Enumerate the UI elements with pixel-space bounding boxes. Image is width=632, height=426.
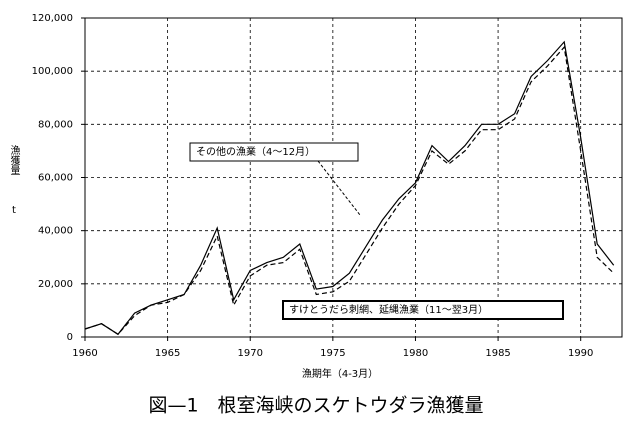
- x-tick-label: 1965: [155, 348, 180, 359]
- legend-label: その他の漁業（4～12月）: [196, 145, 315, 158]
- x-tick-label: 1985: [485, 348, 510, 359]
- series-line: [84, 40, 615, 336]
- legend-box: [282, 300, 564, 320]
- caption: 図—1 根室海峡のスケトウダラ漁獲量: [148, 395, 483, 417]
- legend-label: すけとうだら刺網、延縄漁業（11～翌3月）: [289, 303, 488, 316]
- y-tick-label: 120,000: [32, 13, 73, 24]
- x-tick-label: 1970: [238, 348, 263, 359]
- legend-box: [189, 142, 359, 162]
- x-tick-label: 1980: [403, 348, 428, 359]
- y-axis-label: 漁獲量: [8, 144, 20, 175]
- x-tick-label: 1975: [320, 348, 345, 359]
- y-tick-label: 20,000: [38, 279, 73, 290]
- x-axis-label: 漁期年（4-3月）: [302, 367, 378, 380]
- y-tick-label: 80,000: [38, 119, 73, 130]
- legend-pointer: [317, 160, 361, 216]
- y-axis-unit: t: [12, 205, 16, 216]
- x-tick-label: 1960: [72, 348, 97, 359]
- y-tick-label: 0: [67, 332, 73, 343]
- x-tick-label: 1990: [568, 348, 593, 359]
- series-line: [84, 45, 615, 336]
- y-tick-label: 40,000: [38, 226, 73, 237]
- y-tick-label: 100,000: [32, 66, 73, 77]
- y-tick-label: 60,000: [38, 173, 73, 184]
